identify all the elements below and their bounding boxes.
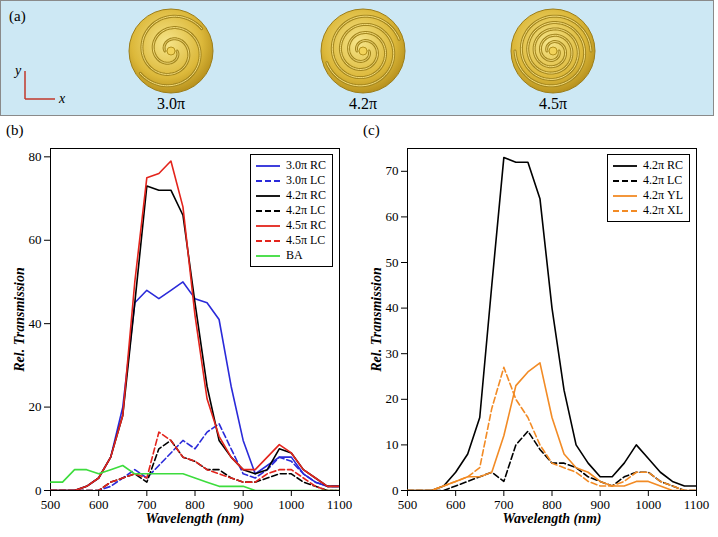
svg-text:0: 0 <box>35 483 42 498</box>
html-text:4.2π LC: 4.2π LC <box>285 203 326 217</box>
svg-text:30: 30 <box>386 346 399 361</box>
html-text:3.0π LC: 3.0π LC <box>285 173 326 187</box>
svg-text:800: 800 <box>185 497 205 512</box>
svg-text:Wavelength (nm): Wavelength (nm) <box>146 511 245 527</box>
svg-text:4.2π: 4.2π <box>349 95 377 112</box>
html-text:BA: BA <box>285 248 303 262</box>
svg-text:4.5π: 4.5π <box>539 95 567 112</box>
html-text:4.5π LC: 4.5π LC <box>285 233 326 247</box>
svg-text:Rel. Transmission: Rel. Transmission <box>12 267 27 373</box>
svg-text:600: 600 <box>89 497 109 512</box>
svg-text:40: 40 <box>29 316 42 331</box>
html-text:(c): (c) <box>363 122 380 138</box>
html-text:4.2π XL: 4.2π XL <box>642 203 683 217</box>
svg-text:40: 40 <box>386 300 399 315</box>
svg-text:1000: 1000 <box>278 497 304 512</box>
svg-text:10: 10 <box>386 437 399 452</box>
svg-text:Wavelength (nm): Wavelength (nm) <box>503 511 602 527</box>
html-text:(b): (b) <box>6 122 24 138</box>
svg-text:80: 80 <box>29 149 42 164</box>
html-text:4.2π RC: 4.2π RC <box>285 188 326 202</box>
svg-text:1100: 1100 <box>684 497 710 512</box>
svg-text:20: 20 <box>29 399 42 414</box>
svg-text:600: 600 <box>446 497 466 512</box>
svg-text:900: 900 <box>590 497 610 512</box>
svg-text:1000: 1000 <box>635 497 661 512</box>
html-text:4.5π RC: 4.5π RC <box>285 218 326 232</box>
svg-text:(a): (a) <box>9 8 26 25</box>
html-text:3.0π RC: 3.0π RC <box>285 158 326 172</box>
svg-text:70: 70 <box>386 163 399 178</box>
svg-text:3.0π: 3.0π <box>157 95 185 112</box>
svg-text:800: 800 <box>542 497 562 512</box>
svg-text:x: x <box>58 91 66 106</box>
svg-text:60: 60 <box>386 209 399 224</box>
html-text:4.2π LC: 4.2π LC <box>642 173 683 187</box>
html-text:4.2π RC: 4.2π RC <box>642 158 683 172</box>
svg-text:60: 60 <box>29 232 42 247</box>
svg-text:0: 0 <box>392 483 399 498</box>
svg-text:700: 700 <box>137 497 157 512</box>
svg-text:1100: 1100 <box>327 497 353 512</box>
svg-text:900: 900 <box>233 497 253 512</box>
svg-text:y: y <box>13 63 22 78</box>
svg-text:500: 500 <box>41 497 61 512</box>
svg-text:50: 50 <box>386 255 399 270</box>
svg-text:20: 20 <box>386 391 399 406</box>
html-text:4.2π YL: 4.2π YL <box>642 188 683 202</box>
svg-text:700: 700 <box>494 497 514 512</box>
svg-text:Rel. Transmission: Rel. Transmission <box>369 267 384 373</box>
svg-text:500: 500 <box>398 497 418 512</box>
